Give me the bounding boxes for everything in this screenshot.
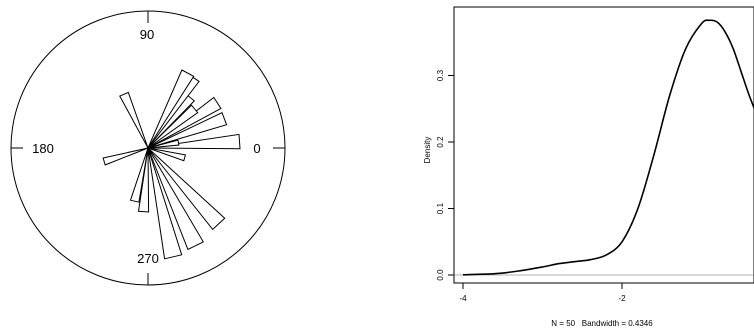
- rose-bin-9: [102, 147, 149, 166]
- y-tick-label-2: 0.2: [436, 136, 445, 148]
- angle-label-180: 180: [32, 141, 54, 156]
- angle-label-0: 0: [253, 141, 260, 156]
- rose-bin-7: [147, 69, 195, 149]
- plot-box: [453, 6, 754, 284]
- rose-bin-2: [147, 112, 228, 149]
- density-plot: 0.00.10.20.3 -4-202 Density N = 50 Bandw…: [423, 6, 754, 328]
- y-axis-title: Density: [423, 137, 432, 164]
- y-axis: 0.0 0.1 0.2 0.3: [436, 69, 455, 281]
- y-tick-label-3: 0.3: [436, 69, 445, 81]
- density-curve: [462, 19, 754, 276]
- y-tick-label-1: 0.1: [436, 202, 445, 214]
- rose-bin-8: [119, 91, 149, 149]
- x-axis: -4-202: [459, 282, 754, 303]
- x-tick-label-1: -2: [618, 294, 626, 303]
- rose-bins: [102, 69, 241, 260]
- angle-label-270: 270: [137, 251, 159, 266]
- x-tick-label-0: -4: [459, 294, 467, 303]
- x-axis-title: N = 50 Bandwidth = 0.4346: [551, 319, 653, 328]
- rose-bin-12: [147, 147, 183, 260]
- rose-bin-13: [147, 147, 205, 251]
- rose-bin-4: [147, 104, 199, 149]
- rose-bin-14: [147, 147, 226, 231]
- y-tick-label-0: 0.0: [436, 269, 445, 281]
- rose-bin-15: [147, 147, 187, 162]
- angle-label-90: 90: [140, 27, 154, 42]
- rose-diagram: 90 180 0 270: [10, 10, 286, 286]
- rose-bin-11: [137, 147, 150, 213]
